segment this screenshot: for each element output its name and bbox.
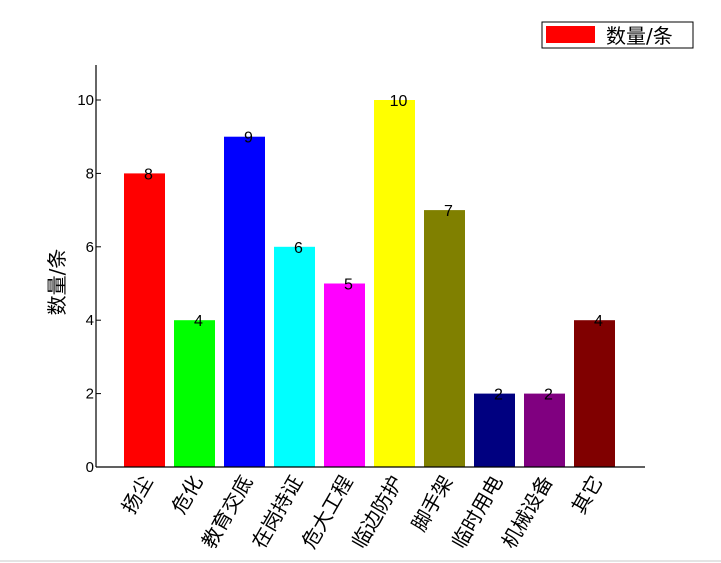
bar-value-label: 2	[494, 387, 503, 404]
category-label: 其它	[567, 471, 608, 518]
bar-value-label: 6	[294, 240, 303, 257]
bar	[424, 210, 465, 467]
data-labels: 8 4 9 6 5 10 7 2 2 4	[144, 93, 603, 404]
y-tick-label: 0	[86, 459, 94, 476]
bar	[574, 320, 615, 467]
y-tick-label: 10	[77, 92, 94, 109]
bar-value-label: 8	[144, 166, 153, 183]
bar-value-label: 9	[244, 130, 253, 147]
category-label: 扬尘	[117, 471, 158, 518]
y-tick-label: 2	[86, 386, 94, 403]
legend-label: 数量/条	[606, 24, 673, 48]
bar	[324, 283, 365, 467]
bar	[524, 393, 565, 467]
bar	[224, 136, 265, 467]
y-axis-title: 数量/条	[45, 249, 69, 316]
y-axis-ticks: 0 2 4 6 8 10	[77, 92, 101, 476]
bar-value-label: 5	[344, 277, 353, 294]
bar	[174, 320, 215, 467]
legend-swatch	[546, 26, 595, 43]
y-tick-label: 6	[86, 239, 94, 256]
bar	[124, 173, 165, 467]
legend: 数量/条	[541, 21, 694, 49]
y-tick-label: 4	[86, 312, 94, 329]
bar-value-label: 2	[544, 387, 553, 404]
bar-value-label: 4	[194, 313, 203, 330]
bar	[474, 393, 515, 467]
bar	[274, 246, 315, 467]
bar-value-label: 7	[444, 203, 453, 220]
category-label: 危化	[167, 471, 208, 518]
bar-value-label: 10	[390, 93, 408, 110]
bar-value-label: 4	[594, 313, 603, 330]
bar	[374, 100, 415, 467]
category-label: 脚手架	[407, 471, 458, 535]
y-tick-label: 8	[86, 165, 94, 182]
bars	[124, 100, 615, 467]
